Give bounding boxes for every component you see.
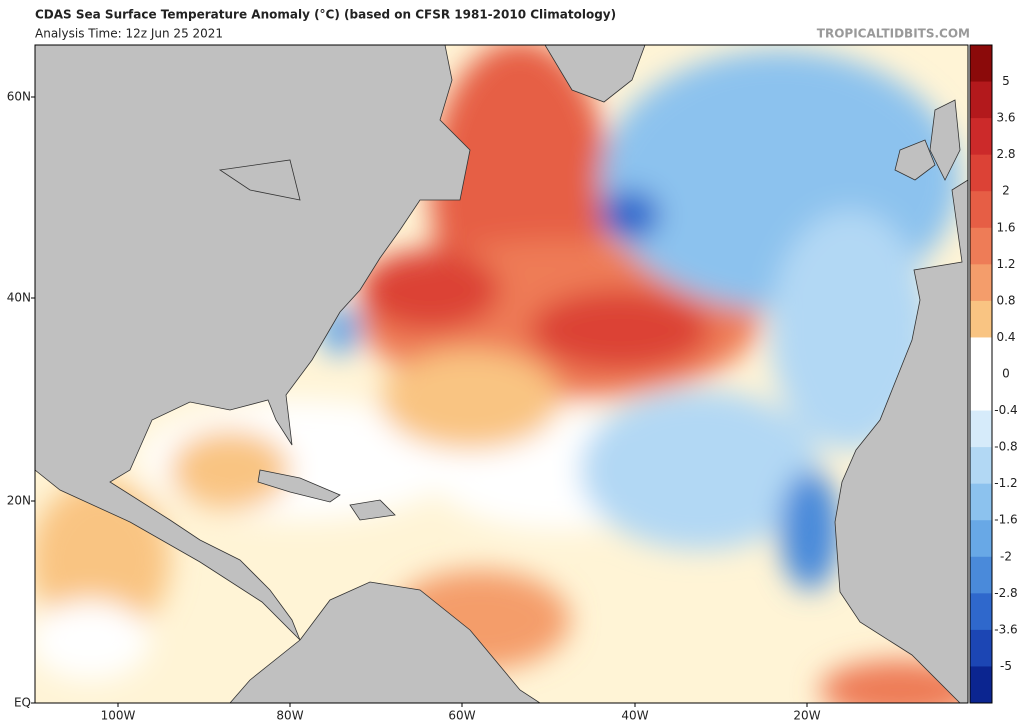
colorbar-segment [970, 593, 992, 631]
colorbar-segment [970, 374, 992, 412]
colorbar-label: 0 [1002, 367, 1010, 381]
colorbar-segment [970, 264, 992, 302]
colorbar-segment [970, 191, 992, 229]
colorbar-label: -0.4 [994, 403, 1017, 417]
colorbar-label: -5 [1000, 659, 1012, 673]
map [35, 45, 968, 703]
colorbar-segment [970, 483, 992, 521]
colorbar-label: 0.8 [996, 293, 1015, 307]
subtitle: Analysis Time: 12z Jun 25 2021 [35, 27, 223, 41]
colorbar-label: -1.6 [994, 513, 1017, 527]
lat-label: EQ [14, 696, 31, 710]
colorbar-segment [970, 447, 992, 485]
lon-label: 100W [101, 709, 136, 723]
lon-label: 40W [621, 709, 648, 723]
colorbar-segment [970, 520, 992, 558]
colorbar-label: 1.6 [996, 220, 1015, 234]
colorbar-segment [970, 337, 992, 375]
colorbar-label: -1.2 [994, 476, 1017, 490]
colorbar-label: 2.8 [996, 147, 1015, 161]
colorbar-label: 0.4 [996, 330, 1015, 344]
colorbar-segment [970, 81, 992, 119]
colorbar-segment [970, 300, 992, 338]
colorbar-label: -2.8 [994, 586, 1017, 600]
colorbar-segment [970, 227, 992, 265]
land [35, 45, 968, 703]
colorbar-segment [970, 666, 992, 704]
lat-label: 60N [7, 90, 31, 104]
colorbar-label: 3.6 [996, 111, 1015, 125]
map-frame [34, 44, 969, 704]
colorbar-segment [970, 154, 992, 192]
lon-label: 20W [793, 709, 820, 723]
colorbar-segment [970, 118, 992, 156]
anomaly-field [35, 45, 968, 703]
lat-label: 40N [7, 291, 31, 305]
lat-label: 20N [7, 494, 31, 508]
colorbar-label: 5 [1002, 74, 1010, 88]
lon-label: 60W [448, 709, 475, 723]
watermark: TROPICALTIDBITS.COM [817, 27, 970, 41]
colorbar-segment [970, 410, 992, 448]
colorbar-segment [970, 629, 992, 667]
colorbar-label: -2 [1000, 549, 1012, 563]
colorbar-label: 1.2 [996, 257, 1015, 271]
colorbar-segment [970, 45, 992, 83]
colorbar-label: 2 [1002, 184, 1010, 198]
colorbar-label: -0.8 [994, 440, 1017, 454]
colorbar-frame [969, 44, 993, 704]
title: CDAS Sea Surface Temperature Anomaly (°C… [35, 8, 616, 22]
colorbar-label: -3.6 [994, 622, 1017, 636]
colorbar-segment [970, 556, 992, 594]
lon-label: 80W [276, 709, 303, 723]
